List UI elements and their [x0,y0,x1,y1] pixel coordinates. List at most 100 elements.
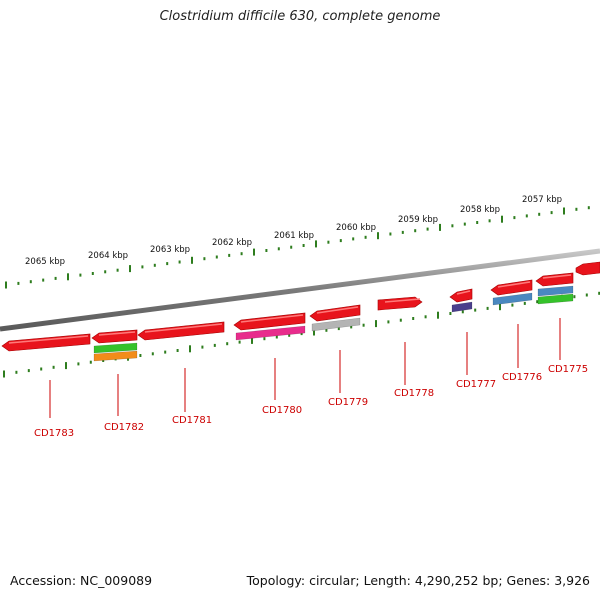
outer-tick-minor [29,280,32,284]
outer-tick-major [563,207,565,215]
outer-tick-major [439,223,441,231]
outer-tick-major [377,232,379,240]
outer-tick-minor [302,244,305,247]
gene-feature-track [492,292,533,306]
inner-tick-minor [573,295,576,299]
gene-label-cd1783[interactable]: CD1783 [34,428,74,439]
inner-tick-minor [325,328,328,332]
gene-feature-track [311,317,361,332]
gene-label-cd1777[interactable]: CD1777 [456,379,496,390]
outer-tick-minor [116,268,119,272]
outer-tick-major [253,248,255,256]
inner-tick-minor [89,360,92,364]
inner-tick-major [189,345,191,353]
inner-tick-minor [102,359,105,362]
kbp-label: 2060 kbp [336,223,376,233]
outer-tick-minor [352,237,355,241]
outer-tick-minor [339,239,342,243]
gene-highlight [497,281,531,288]
gene-label-cd1776[interactable]: CD1776 [502,372,542,383]
kbp-label: 2057 kbp [522,195,562,205]
gene-label-cd1782[interactable]: CD1782 [104,422,144,433]
gene-highlight [240,314,304,323]
inner-tick-minor [238,340,241,344]
outer-tick-minor [141,265,144,269]
outer-tick-ring [5,206,590,289]
gene-feature-track [93,350,138,362]
gene-label-cd1775[interactable]: CD1775 [548,364,588,375]
inner-tick-major [251,336,253,344]
kbp-label: 2061 kbp [274,231,314,241]
gene-label-cd1780[interactable]: CD1780 [262,405,302,416]
inner-tick-minor [449,312,452,315]
inner-tick-minor [275,335,278,339]
gene-label-cd1781[interactable]: CD1781 [172,415,212,426]
outer-tick-minor [364,235,367,239]
outer-tick-minor [104,270,107,274]
kbp-label: 2062 kbp [212,238,252,248]
outer-tick-minor [42,278,45,282]
outer-tick-minor [550,211,553,215]
inner-tick-minor [288,333,291,337]
outer-tick-minor [54,276,57,280]
outer-tick-minor [587,206,590,210]
gene-group [1,261,600,362]
outer-tick-minor [575,207,578,211]
kbp-label: 2063 kbp [150,245,190,255]
gene-highlight [542,274,572,279]
map-title: Clostridium difficile 630, complete geno… [159,9,441,24]
gene-feature-track [537,293,574,305]
outer-tick-minor [277,247,280,251]
outer-tick-minor [91,272,94,275]
gene-label-cd1778[interactable]: CD1778 [394,388,434,399]
outer-tick-major [129,265,131,273]
inner-tick-minor [598,291,600,295]
gene-feature-track [451,301,473,313]
genome-summary-text: Topology: circular; Length: 4,290,252 bp… [246,573,590,588]
inner-tick-minor [536,300,539,304]
inner-tick-minor [226,342,229,346]
outer-tick-minor [215,255,218,259]
outer-tick-minor [513,216,516,220]
kbp-label: 2059 kbp [398,215,438,225]
outer-tick-minor [401,230,404,234]
inner-tick-minor [263,337,266,341]
gene-feature-track [93,342,138,354]
inner-tick-minor [52,365,55,369]
genome-backbone [0,248,600,332]
inner-tick-minor [424,315,427,319]
kbp-label: 2065 kbp [25,257,65,267]
outer-tick-minor [525,214,528,218]
outer-tick-minor [451,224,454,228]
gene-label-cd1779[interactable]: CD1779 [328,397,368,408]
inner-tick-minor [151,352,154,356]
gene-highlight [316,306,359,314]
inner-tick-minor [412,317,415,320]
inner-tick-minor [337,327,340,331]
outer-tick-minor [538,212,541,216]
inner-tick-minor [523,301,526,305]
kbp-label: 2064 kbp [88,251,128,261]
outer-tick-minor [203,257,206,261]
inner-tick-minor [139,354,142,357]
gene-highlight [8,335,89,344]
inner-tick-minor [511,303,514,307]
inner-tick-major [65,362,67,370]
outer-tick-minor [228,253,231,257]
inner-tick-major [499,303,501,311]
gene-highlight [98,331,136,336]
kbp-label-group: 2065 kbp 2064 kbp 2063 kbp 2062 kbp 2061 kbp… [25,195,562,267]
inner-tick-minor [164,350,167,354]
outer-tick-minor [290,245,293,249]
outer-tick-minor [327,240,330,244]
inner-tick-minor [176,349,179,352]
inner-tick-minor [77,362,80,366]
inner-tick-major [375,320,377,328]
outer-tick-minor [389,232,392,236]
inner-tick-minor [399,318,402,322]
gene-feature-track [235,325,306,341]
gene-label-group: CD1783 CD1782 CD1781 CD1780 CD1779 CD1778 CD17… [34,318,588,439]
inner-tick-minor [213,343,216,347]
outer-tick-major [501,215,503,223]
